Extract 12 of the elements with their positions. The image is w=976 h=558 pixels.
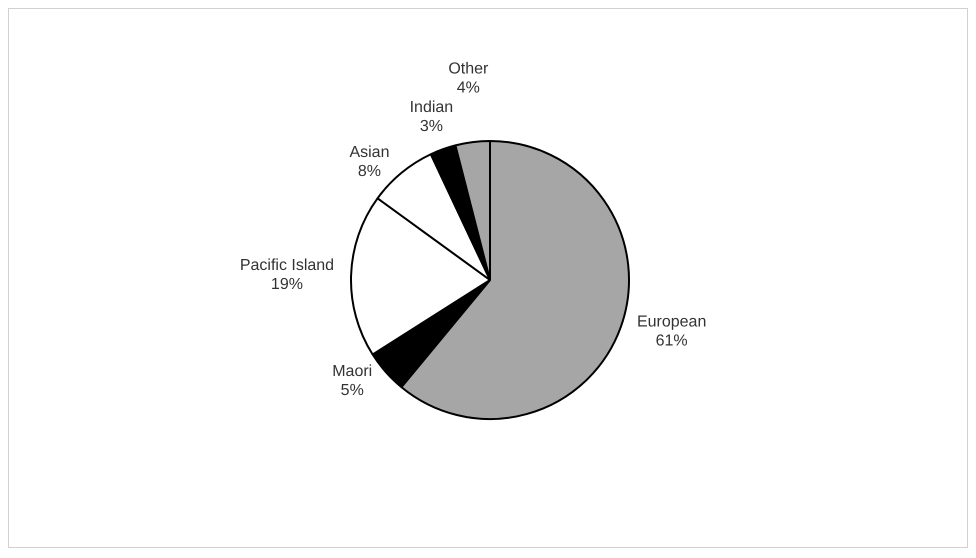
- slice-label: Maori: [332, 363, 372, 380]
- slice-label: Pacific Island: [240, 257, 334, 274]
- slice-label: European: [636, 314, 706, 331]
- data-label: 3%: [420, 118, 443, 136]
- slice-label: Indian: [410, 99, 454, 116]
- data-label: 19%: [270, 276, 303, 294]
- slice-label: Other: [448, 60, 489, 78]
- data-label: 5%: [340, 382, 364, 400]
- slice-label: Asian: [349, 144, 390, 162]
- data-label: 4%: [456, 79, 480, 96]
- data-label: 61%: [656, 332, 688, 350]
- data-label: 8%: [358, 163, 382, 180]
